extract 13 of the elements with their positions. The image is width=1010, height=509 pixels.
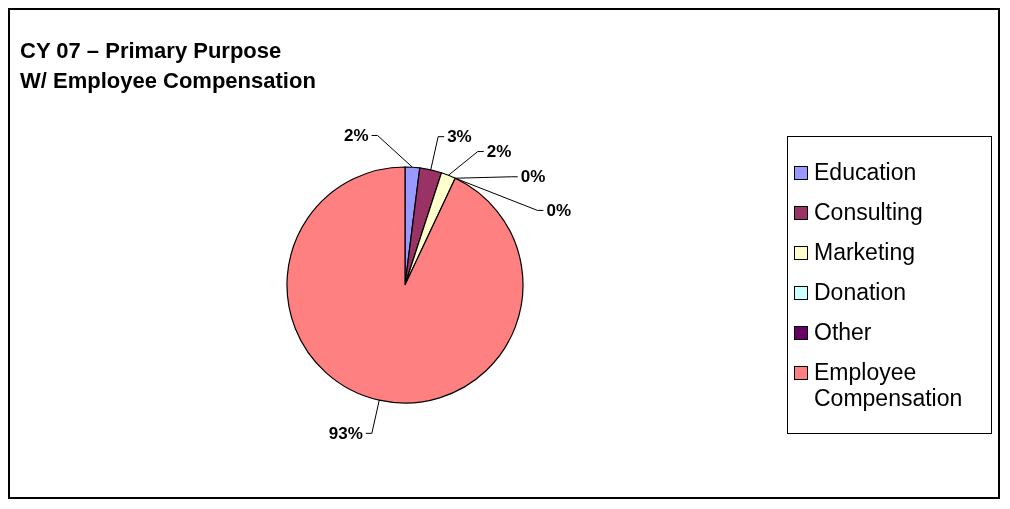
data-label: 93% — [328, 423, 363, 443]
legend-label: Other — [814, 319, 872, 345]
text: 0% — [520, 167, 546, 187]
legend-label: Education — [814, 159, 917, 185]
chart-title: CY 07 – Primary Purpose W/ Employee Compensation — [20, 37, 316, 95]
data-label: 3% — [447, 127, 472, 147]
legend-label: Donation — [814, 279, 907, 305]
legend-label: Consulting — [814, 199, 923, 225]
data-label: 2% — [486, 142, 512, 162]
text: 0% — [546, 200, 571, 220]
data-label: 2% — [343, 126, 369, 145]
legend-label: Employee Compensation — [814, 359, 964, 411]
legend-label: Marketing — [814, 239, 915, 265]
